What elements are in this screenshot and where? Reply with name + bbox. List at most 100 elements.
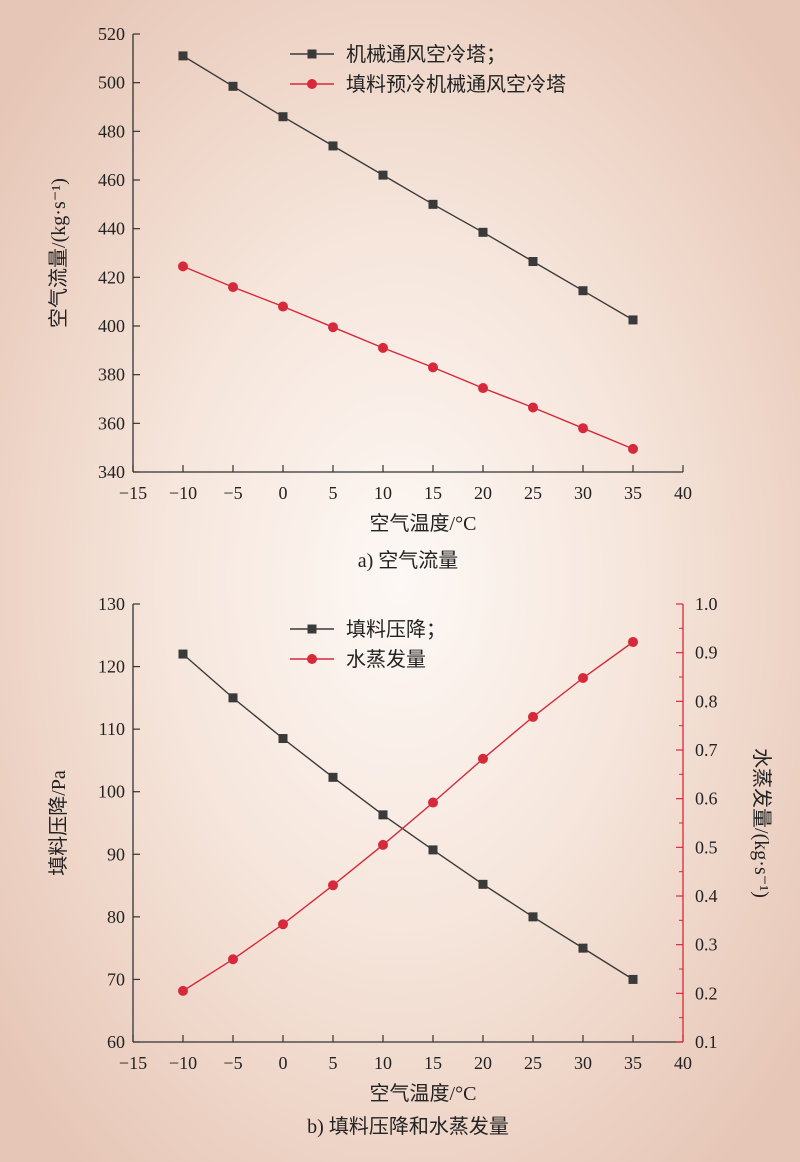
data-point <box>528 711 538 722</box>
series-line <box>182 265 634 450</box>
x-tick-label: 5 <box>329 1053 338 1073</box>
data-point <box>628 315 638 325</box>
data-point <box>478 753 488 764</box>
data-point <box>228 282 238 293</box>
y2-tick-label: 1.0 <box>695 594 718 614</box>
x-tick-label: −15 <box>119 483 147 503</box>
legend-marker <box>307 624 317 634</box>
data-point <box>328 880 338 891</box>
legend-label: 水蒸发量 <box>346 648 426 671</box>
legend-marker <box>307 49 317 59</box>
x-tick-label: −15 <box>119 1053 147 1073</box>
x-tick-label: 35 <box>624 1053 642 1073</box>
x-tick-label: 35 <box>624 483 642 503</box>
y-tick-label: 110 <box>99 719 125 739</box>
data-point <box>178 51 188 61</box>
data-point <box>378 810 388 820</box>
data-point <box>178 649 188 659</box>
y-tick-label: 360 <box>98 413 125 433</box>
data-point <box>578 943 588 953</box>
legend-marker <box>307 79 317 89</box>
y2-axis-title: 水蒸发量/(kg·s⁻¹) <box>750 748 773 898</box>
data-point <box>228 954 238 965</box>
y-tick-label: 380 <box>98 365 125 385</box>
x-tick-label: 15 <box>424 1053 442 1073</box>
y-tick-label: 130 <box>98 594 125 614</box>
series-line <box>182 653 634 980</box>
chart-caption: b) 填料压降和水蒸发量 <box>307 1115 509 1138</box>
y-tick-label: 70 <box>107 969 125 989</box>
data-point <box>278 112 288 122</box>
data-point <box>328 141 338 151</box>
data-point <box>578 286 588 296</box>
chart-air-flow: −15 −10 −5 0 5 10 15 20 25 30 35 40 空气温度/°C 340 360 380… <box>47 24 692 572</box>
x-tick-label: 20 <box>474 1053 492 1073</box>
data-point <box>228 693 238 703</box>
legend-marker <box>307 654 317 664</box>
y-tick-label: 80 <box>107 907 125 927</box>
data-point <box>478 879 488 889</box>
data-point <box>278 734 288 744</box>
y-tick-label: 440 <box>98 219 125 239</box>
data-point <box>478 383 488 394</box>
x-axis-title: 空气温度/°C <box>370 1082 477 1105</box>
data-point <box>578 423 588 434</box>
y-tick-label: 500 <box>98 73 125 93</box>
x-tick-label: −10 <box>169 483 197 503</box>
x-tick-label: 30 <box>574 483 592 503</box>
x-tick-label: 40 <box>674 483 692 503</box>
legend-label: 填料预冷机械通风空冷塔 <box>346 73 566 96</box>
y-axis-title: 空气流量/(kg·s⁻¹) <box>47 178 70 328</box>
x-tick-label: 0 <box>279 483 288 503</box>
y-tick-label: 520 <box>98 24 125 44</box>
x-tick-label: −5 <box>223 1053 242 1073</box>
data-point <box>328 772 338 782</box>
x-tick-label: 10 <box>374 1053 392 1073</box>
y-axis-title: 填料压降/Pa <box>47 770 70 876</box>
y2-tick-label: 0.4 <box>695 886 718 906</box>
x-axis-title: 空气温度/°C <box>370 512 477 535</box>
x-tick-label: 5 <box>329 483 338 503</box>
y-tick-label: 120 <box>98 657 125 677</box>
x-tick-label: 15 <box>424 483 442 503</box>
data-point <box>378 839 388 850</box>
y-tick-label: 480 <box>98 121 125 141</box>
x-tick-label: 25 <box>524 1053 542 1073</box>
y-tick-label: 460 <box>98 170 125 190</box>
series-line <box>182 641 634 992</box>
x-tick-label: 0 <box>279 1053 288 1073</box>
y2-tick-label: 0.3 <box>695 935 718 955</box>
data-point <box>528 257 538 267</box>
x-tick-label: 20 <box>474 483 492 503</box>
data-point <box>478 227 488 237</box>
y-tick-label: 400 <box>98 316 125 336</box>
data-point <box>628 636 638 647</box>
legend-label: 填料压降； <box>346 618 446 641</box>
data-point <box>628 974 638 984</box>
y2-tick-label: 0.8 <box>695 691 718 711</box>
data-point <box>228 81 238 91</box>
series-line <box>182 55 634 321</box>
x-tick-label: −10 <box>169 1053 197 1073</box>
y-tick-label: 90 <box>107 844 125 864</box>
chart-caption: a) 空气流量 <box>358 549 459 572</box>
data-point <box>578 672 588 683</box>
data-point <box>528 912 538 922</box>
data-point <box>428 845 438 855</box>
y2-tick-label: 0.2 <box>695 983 718 1003</box>
data-point <box>378 170 388 180</box>
x-tick-label: −5 <box>223 483 242 503</box>
y2-tick-label: 0.1 <box>695 1032 718 1052</box>
data-point <box>528 402 538 413</box>
x-tick-label: 40 <box>674 1053 692 1073</box>
x-tick-label: 30 <box>574 1053 592 1073</box>
data-point <box>178 261 188 272</box>
y2-tick-label: 0.7 <box>695 740 718 760</box>
legend-label: 机械通风空冷塔； <box>346 43 506 66</box>
data-point <box>378 342 388 353</box>
y2-tick-label: 0.9 <box>695 643 718 663</box>
data-point <box>428 199 438 209</box>
data-point <box>178 985 188 996</box>
data-point <box>328 322 338 333</box>
